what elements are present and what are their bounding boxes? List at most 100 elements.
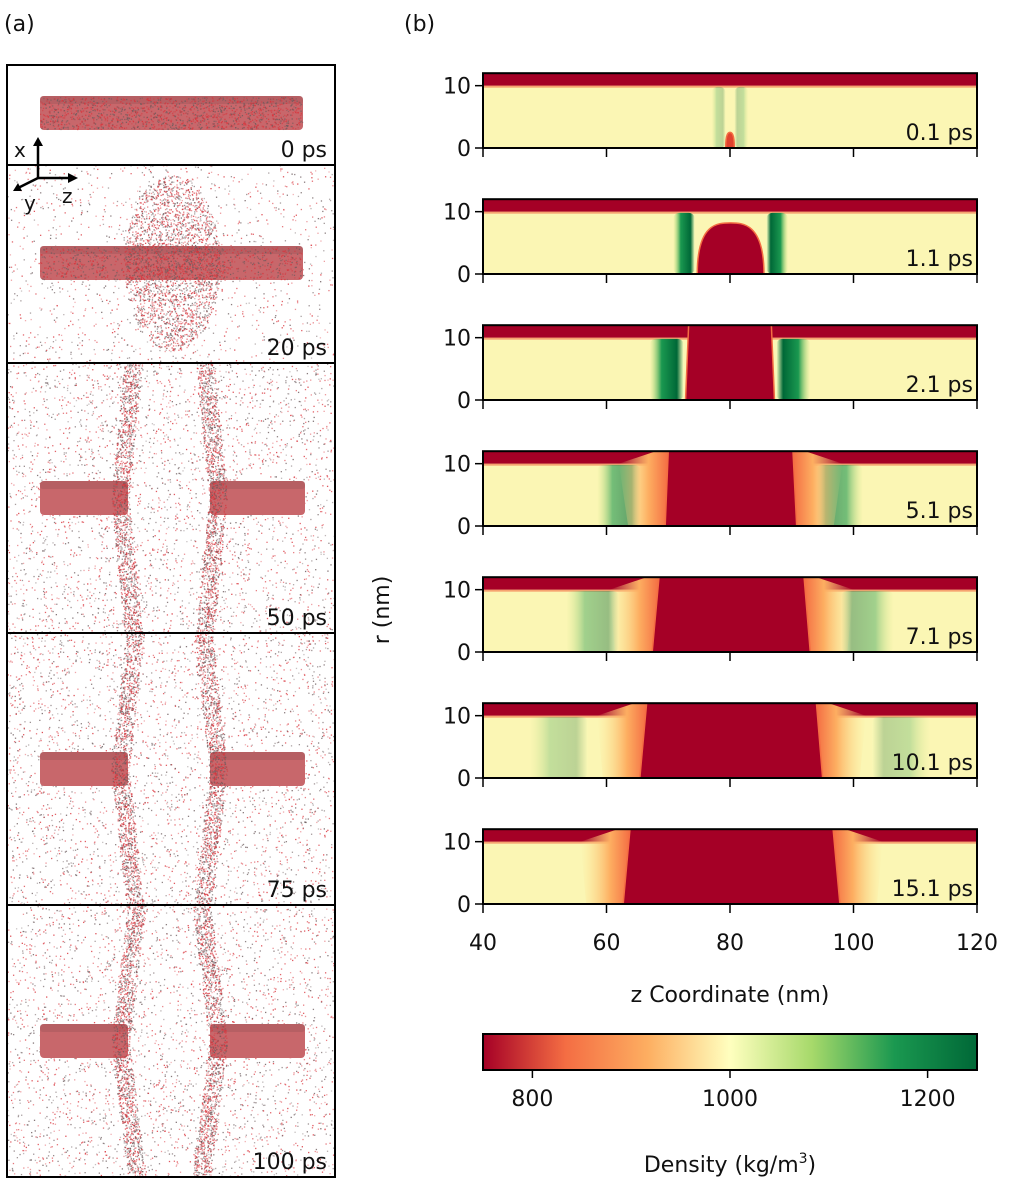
rarefaction-fringe bbox=[804, 577, 854, 652]
axes-triad-icon: x y z bbox=[13, 137, 78, 215]
z-arrowhead bbox=[68, 173, 78, 183]
cylinder-shading bbox=[210, 481, 305, 489]
heatmap-content bbox=[483, 199, 977, 274]
cylinder-shading bbox=[40, 481, 128, 489]
water-cylinder bbox=[210, 752, 305, 786]
rarefaction-fringe bbox=[609, 577, 659, 652]
low-density-core bbox=[724, 131, 736, 148]
heatmap-panel: 0 10 2.1 ps bbox=[443, 324, 978, 414]
compression-shell bbox=[734, 86, 749, 148]
compression-shell bbox=[766, 212, 789, 274]
y-axis-label: r (nm) bbox=[370, 576, 395, 645]
axis-z-letter: z bbox=[62, 184, 73, 208]
y-tick-label: 10 bbox=[443, 579, 471, 604]
y-tick-label: 10 bbox=[443, 75, 471, 100]
water-cylinder bbox=[40, 481, 128, 515]
heatmap-panel: 0 10 10.1 ps bbox=[443, 702, 978, 792]
wall-edge bbox=[483, 85, 977, 88]
y-tick-label: 10 bbox=[443, 201, 471, 226]
x-axis-label: z Coordinate (nm) bbox=[631, 983, 830, 1008]
low-density-core bbox=[651, 577, 812, 653]
time-label: 10.1 ps bbox=[892, 751, 973, 776]
y-tick-label: 0 bbox=[457, 767, 471, 792]
y-tick-label: 10 bbox=[443, 327, 471, 352]
water-cylinder bbox=[210, 1024, 305, 1058]
snapshot-time-label: 50 ps bbox=[267, 606, 327, 631]
y-axis-arrow bbox=[17, 176, 39, 190]
time-label: 2.1 ps bbox=[906, 373, 973, 398]
time-label: 1.1 ps bbox=[906, 247, 973, 272]
y-tick-label: 0 bbox=[457, 389, 471, 414]
snapshot-panel: 0 ps bbox=[6, 64, 336, 166]
compression-shell bbox=[649, 338, 684, 400]
rarefaction-fringe bbox=[597, 703, 647, 778]
compression-shell bbox=[841, 590, 894, 652]
snapshot-panel: 20 ps bbox=[6, 164, 336, 364]
low-density-core bbox=[622, 829, 841, 905]
low-density-core bbox=[696, 222, 765, 274]
water-cylinder bbox=[40, 246, 303, 280]
water-cylinder bbox=[40, 1024, 128, 1058]
x-arrowhead bbox=[33, 137, 43, 146]
heatmap-content bbox=[483, 703, 977, 779]
water-cylinder bbox=[40, 752, 128, 786]
heatmap-panel: 0 10 1.1 ps bbox=[443, 198, 978, 288]
y-tick-label: 10 bbox=[443, 831, 471, 856]
rarefaction-fringe bbox=[580, 829, 630, 904]
heatmap-panel: 0 10 40 60 80 100 120 15.1 ps bbox=[443, 828, 998, 956]
snapshot-content bbox=[7, 633, 335, 905]
compression-shell bbox=[776, 338, 811, 400]
colorbar-tick-label: 1200 bbox=[900, 1087, 956, 1112]
heatmap-content bbox=[483, 451, 977, 527]
axis-x-letter: x bbox=[14, 138, 26, 162]
time-label: 15.1 ps bbox=[892, 877, 973, 902]
cylinder-shading bbox=[40, 1024, 128, 1032]
panel-a-label: (a) bbox=[4, 12, 35, 37]
x-tick-label: 60 bbox=[593, 931, 621, 956]
low-density-core bbox=[684, 325, 776, 401]
heatmap-panel: 0 10 0.1 ps bbox=[443, 72, 978, 162]
snapshot-panel: 50 ps bbox=[6, 362, 336, 634]
x-tick-label: 100 bbox=[833, 931, 875, 956]
colorbar-label: Density (kg/m3) bbox=[644, 1151, 816, 1178]
time-label: 7.1 ps bbox=[906, 625, 973, 650]
rarefaction-fringe bbox=[816, 703, 866, 778]
x-tick-label: 120 bbox=[956, 931, 998, 956]
snapshot-content bbox=[40, 96, 304, 131]
x-tick-label: 80 bbox=[716, 931, 744, 956]
low-density-core bbox=[639, 703, 824, 779]
heatmap-panel: 0 10 5.1 ps bbox=[443, 450, 978, 540]
y-arrowhead bbox=[13, 183, 22, 191]
snapshot-frame bbox=[6, 904, 336, 1178]
compression-shell bbox=[872, 716, 931, 778]
snapshot-time-label: 20 ps bbox=[267, 336, 327, 361]
water-cylinder bbox=[210, 481, 305, 515]
y-tick-label: 0 bbox=[457, 641, 471, 666]
rarefaction-fringe bbox=[792, 451, 843, 526]
panel-b-label: (b) bbox=[404, 12, 435, 37]
cylinder-shading bbox=[210, 752, 305, 760]
wall-edge bbox=[483, 211, 977, 214]
y-tick-label: 0 bbox=[457, 137, 471, 162]
compression-shell bbox=[673, 212, 695, 274]
time-label: 0.1 ps bbox=[906, 121, 973, 146]
snapshot-panel: 100 ps bbox=[6, 904, 336, 1178]
compression-shell bbox=[566, 590, 619, 652]
axis-y-letter: y bbox=[24, 191, 36, 215]
y-tick-label: 10 bbox=[443, 705, 471, 730]
y-tick-label: 0 bbox=[457, 893, 471, 918]
rarefaction-fringe bbox=[618, 451, 669, 526]
colorbar-tick-label: 1000 bbox=[702, 1087, 758, 1112]
cylinder-shading bbox=[210, 1024, 305, 1032]
snapshot-content bbox=[7, 363, 335, 633]
wall-band bbox=[483, 199, 977, 212]
compression-shell bbox=[711, 86, 726, 148]
x-tick-label: 40 bbox=[469, 931, 497, 956]
snapshot-panel: 75 ps bbox=[6, 632, 336, 906]
colorbar bbox=[482, 1033, 978, 1071]
y-tick-label: 0 bbox=[457, 263, 471, 288]
wall-band bbox=[483, 73, 977, 86]
